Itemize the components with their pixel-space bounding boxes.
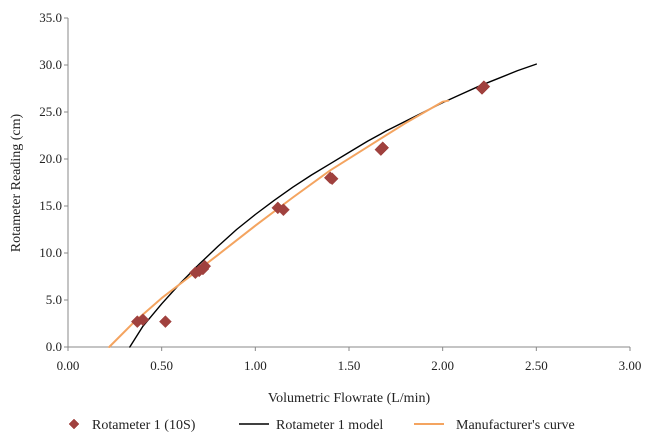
legend-item-manufacturer: Manufacturer's curve [414, 418, 575, 433]
x-tick-label: 3.00 [619, 358, 642, 373]
legend-label: Manufacturer's curve [456, 418, 575, 433]
legend: Rotameter 1 (10S) Rotameter 1 model Manufa… [68, 418, 575, 433]
series-layer [108, 63, 537, 348]
legend-label: Rotameter 1 (10S) [92, 418, 196, 433]
x-tick-label: 0.50 [150, 358, 173, 373]
x-tick-label: 2.50 [525, 358, 548, 373]
manufacturer-curve-line [108, 99, 450, 348]
data-point [136, 313, 150, 327]
x-tick-label: 0.00 [57, 358, 80, 373]
legend-item-measured: Rotameter 1 (10S) [68, 418, 196, 433]
data-point [477, 80, 491, 93]
y-tick-label: 30.0 [39, 57, 62, 72]
data-point [277, 203, 290, 217]
y-tick-label: 15.0 [39, 198, 62, 213]
data-point [198, 259, 212, 273]
legend-marker-diamond [68, 418, 80, 430]
axes-layer [64, 17, 631, 351]
plot-area [68, 18, 630, 347]
legend-item-model: Rotameter 1 model [239, 418, 383, 433]
x-tick-label: 1.00 [244, 358, 267, 373]
y-tick-label: 20.0 [39, 151, 62, 166]
y-tick-label: 10.0 [39, 245, 62, 260]
data-point [159, 315, 172, 328]
y-tick-label: 0.0 [46, 339, 62, 354]
x-axis-title: Volumetric Flowrate (L/min) [268, 391, 431, 406]
y-axis-title: Rotameter Reading (cm) [9, 113, 24, 252]
data-point [376, 141, 390, 155]
y-tick-label: 5.0 [46, 292, 62, 307]
tick-labels-layer: 0.00 0.50 1.00 1.50 2.00 2.50 3.00 0.0 5.0 10.0 15… [39, 10, 641, 373]
x-tick-label: 2.00 [431, 358, 454, 373]
y-tick-label: 35.0 [39, 10, 62, 25]
x-tick-label: 1.50 [338, 358, 361, 373]
data-point [325, 172, 339, 186]
y-tick-label: 25.0 [39, 104, 62, 119]
legend-label: Rotameter 1 model [276, 418, 383, 433]
